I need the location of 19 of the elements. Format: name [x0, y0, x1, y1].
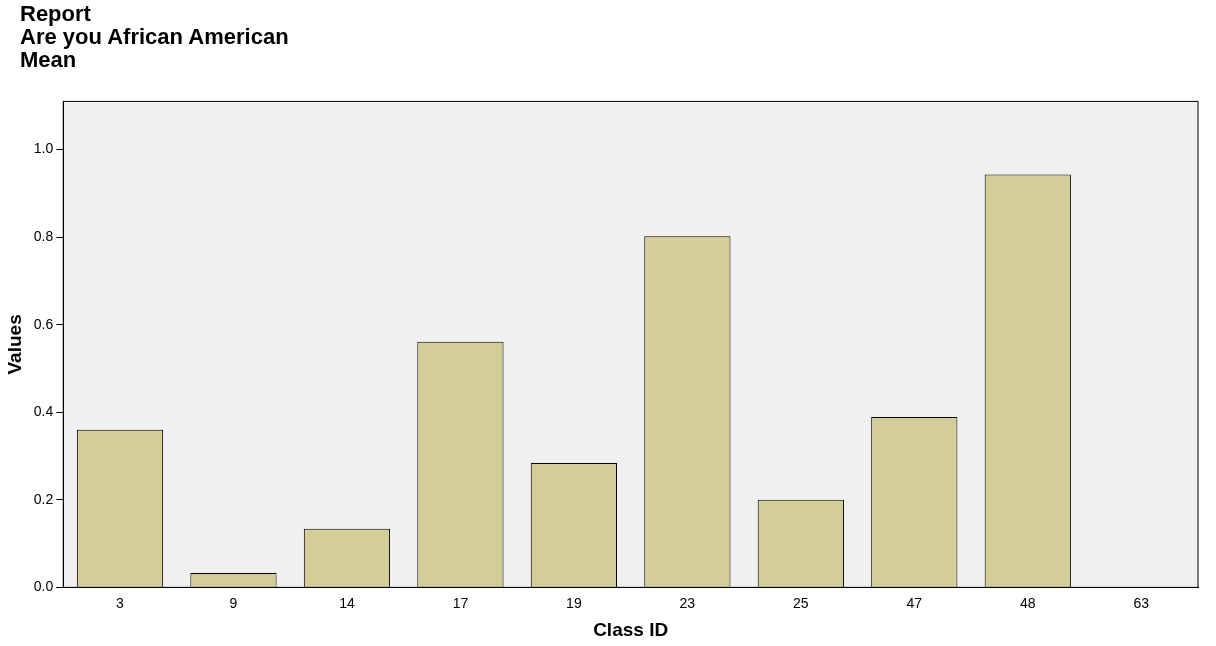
x-tick-label: 23: [679, 594, 696, 611]
y-tick-label: 0.2: [33, 490, 54, 507]
x-axis-title: Class ID: [593, 618, 669, 640]
y-axis-title: Values: [3, 314, 25, 375]
x-tick-label: 63: [1133, 594, 1150, 611]
y-tick-label: 0.8: [33, 227, 54, 244]
chart-title: Report Are you African American Mean: [20, 1, 289, 72]
y-tick-label: 1.0: [33, 140, 54, 157]
x-tick-label: 3: [116, 594, 125, 611]
x-tick-label: 25: [793, 594, 809, 611]
y-tick-label: 0.6: [33, 315, 54, 332]
x-tick-label: 48: [1020, 594, 1036, 611]
x-tick-label: 17: [452, 594, 469, 611]
x-tick-label: 14: [339, 594, 355, 611]
y-tick-label: 0.4: [33, 403, 54, 420]
x-tick-label: 9: [229, 594, 238, 611]
x-tick-label: 19: [566, 594, 582, 611]
y-tick-label: 0.0: [33, 578, 54, 595]
x-tick-label: 47: [906, 594, 923, 611]
